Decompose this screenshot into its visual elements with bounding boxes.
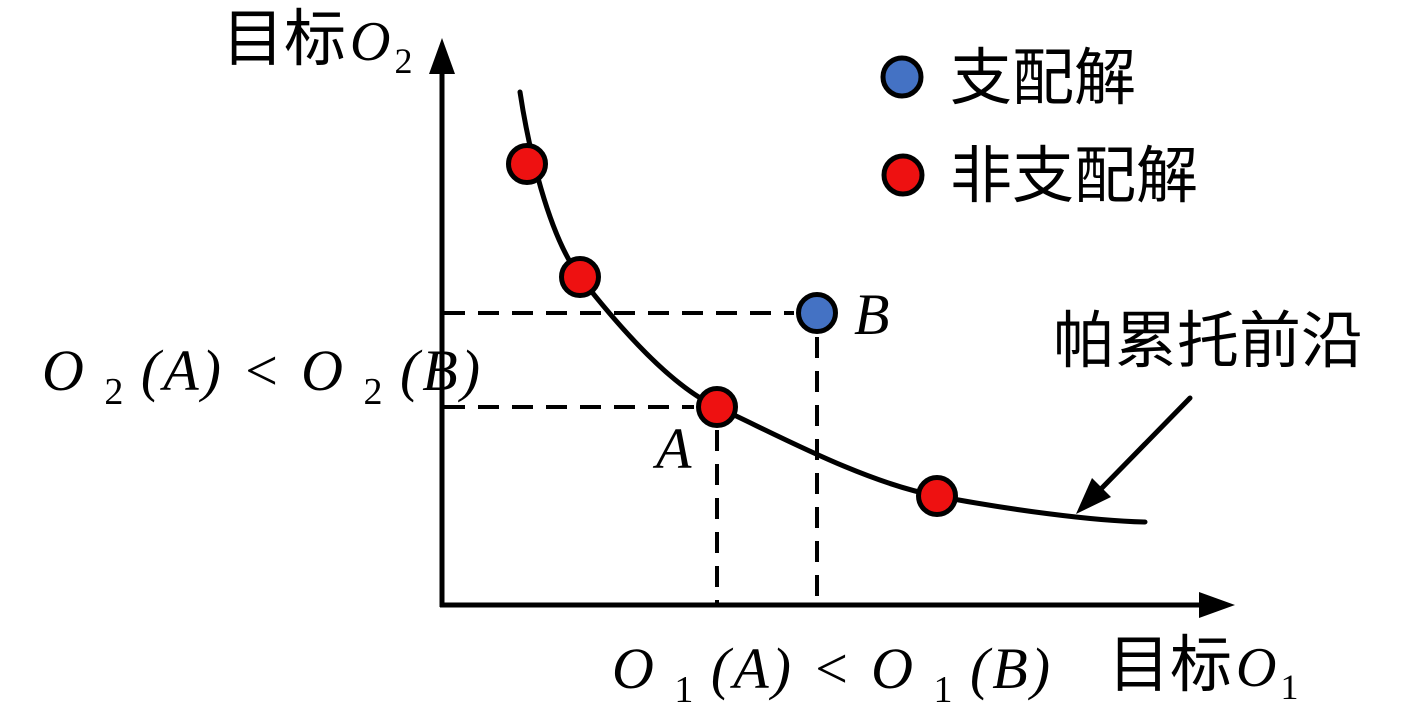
x-axis-label: 目标 O 1 (1108, 632, 1298, 707)
formula-bottom-sub1: 1 (674, 669, 693, 711)
legend-non-dominated-marker-icon (881, 153, 925, 197)
y-axis-label-cn: 目标 (222, 6, 346, 74)
non-dominated-point-2 (559, 256, 601, 298)
formula-left-var2: O (301, 338, 346, 403)
formula-left-var1: O (42, 338, 87, 403)
pareto-annotation-arrowhead-icon (1076, 478, 1111, 514)
formula-bottom-var1: O (612, 636, 657, 701)
x-axis-label-var: O (1236, 637, 1276, 699)
point-a-label: A (652, 416, 692, 481)
non-dominated-point-a (696, 386, 738, 428)
legend-non-dominated-label: 非支配解 (950, 143, 1198, 211)
formula-bottom-lt: < (811, 636, 853, 701)
y-axis-label: 目标 O 2 (222, 6, 412, 81)
x-axis-arrowhead-icon (1199, 592, 1235, 618)
formula-bottom-arg1: (A) (711, 636, 794, 701)
point-b-label: B (854, 282, 889, 347)
non-dominated-point-1 (506, 143, 548, 185)
formula-o1-inequality: O 1 (A) < O 1 (B) (612, 636, 1053, 715)
pareto-front-label: 帕累托前沿 (1053, 308, 1363, 376)
non-dominated-point-4 (916, 475, 958, 517)
legend-dominated-marker-icon (880, 55, 924, 99)
pareto-annotation-arrow-line (1095, 395, 1193, 495)
dominated-point-b (796, 292, 838, 334)
legend-dominated-label: 支配解 (950, 45, 1136, 113)
formula-left-sub1: 2 (104, 371, 123, 413)
formula-left-arg2: (B) (400, 338, 483, 403)
y-axis-label-sub: 2 (394, 41, 412, 81)
legend: 支配解 非支配解 (880, 45, 1198, 211)
formula-left-lt: < (241, 338, 283, 403)
formula-left-sub2: 2 (363, 371, 382, 413)
formula-o2-inequality: O 2 (A) < O 2 (B) (42, 338, 483, 417)
x-axis-label-sub: 1 (1280, 667, 1298, 707)
formula-left-arg1: (A) (141, 338, 224, 403)
formula-bottom-sub2: 1 (933, 669, 952, 711)
y-axis-label-var: O (350, 11, 390, 73)
formula-bottom-arg2: (B) (970, 636, 1053, 701)
x-axis-label-cn: 目标 (1108, 632, 1232, 700)
y-axis-arrowhead-icon (429, 38, 455, 74)
formula-bottom-var2: O (871, 636, 916, 701)
